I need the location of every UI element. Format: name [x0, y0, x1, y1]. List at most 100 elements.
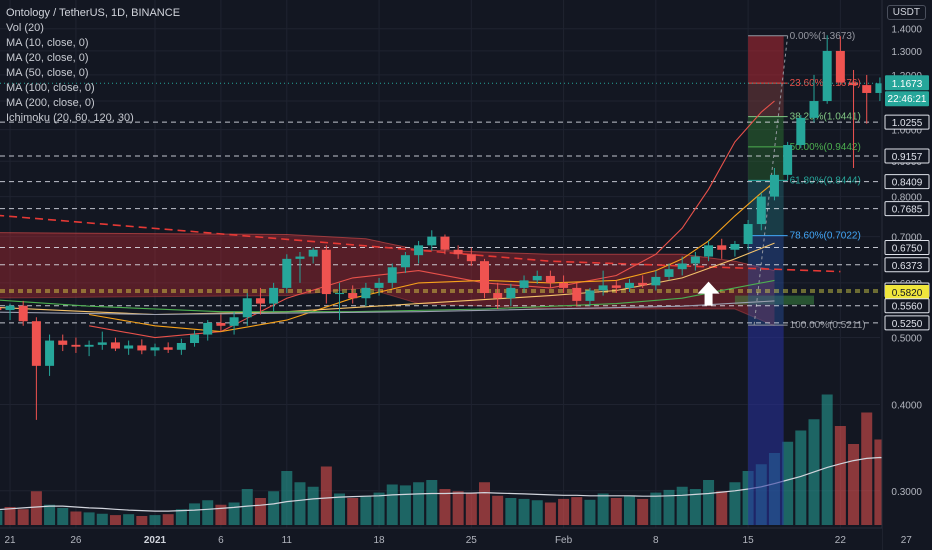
- candle: [229, 311, 239, 335]
- horizontal-levels: [0, 121, 880, 324]
- candle: [559, 275, 569, 294]
- candle-body: [348, 293, 358, 299]
- candle: [163, 342, 173, 353]
- candle: [203, 320, 213, 341]
- candle-body: [677, 263, 687, 270]
- volume-bar: [399, 485, 411, 525]
- candle-body: [137, 345, 147, 351]
- price-tick-label: 1.3000: [891, 47, 922, 58]
- candle: [545, 270, 555, 288]
- candle: [453, 245, 463, 259]
- candle: [822, 35, 832, 104]
- price-tick-label: 0.8000: [891, 193, 922, 204]
- candle: [137, 339, 147, 355]
- candle: [361, 282, 371, 307]
- leading-trend-line: [0, 214, 841, 273]
- candle: [387, 263, 397, 288]
- candle-body: [97, 342, 107, 345]
- volume-bar: [360, 495, 372, 525]
- candle-body: [335, 293, 345, 295]
- legend-indicator[interactable]: Vol (20): [6, 22, 44, 34]
- candle-body: [783, 145, 793, 175]
- candlesticks: [0, 35, 898, 420]
- volume-bar: [848, 444, 860, 525]
- candle: [269, 282, 279, 312]
- legend-indicator[interactable]: MA (10, close, 0): [6, 37, 89, 49]
- legend-indicator[interactable]: MA (200, close, 0): [6, 97, 95, 109]
- candle-body: [361, 287, 371, 299]
- volume-bar: [373, 492, 385, 525]
- legend-indicator[interactable]: MA (20, close, 0): [6, 52, 89, 64]
- candle: [849, 69, 859, 168]
- candle-body: [743, 224, 753, 244]
- time-tick-label: 2021: [144, 535, 167, 546]
- price-tick-label: 0.3000: [891, 487, 922, 498]
- fib-zone: [748, 146, 784, 181]
- candle: [124, 340, 134, 355]
- time-tick-label: 26: [70, 535, 82, 546]
- candle-body: [400, 255, 410, 268]
- candle: [150, 343, 160, 357]
- volume-bar: [123, 514, 135, 525]
- candle-body: [730, 243, 740, 250]
- candle: [809, 74, 819, 123]
- candle: [480, 258, 489, 299]
- candle: [769, 167, 779, 201]
- candle: [335, 282, 345, 321]
- candle-body: [572, 287, 582, 301]
- volume-bar: [465, 493, 477, 525]
- candle: [506, 283, 516, 307]
- price-tick-label: 1.0000: [891, 126, 922, 137]
- time-tick-label: 18: [373, 535, 385, 546]
- candle: [717, 238, 727, 259]
- volume-bar: [492, 495, 504, 525]
- candle-body: [0, 307, 2, 311]
- price-tick-label: 0.7000: [891, 233, 922, 244]
- time-tick-label: Feb: [555, 535, 573, 546]
- candle-body: [387, 267, 397, 283]
- candle: [743, 219, 753, 250]
- volume-bar: [518, 498, 530, 525]
- candle: [638, 275, 648, 288]
- candle-body: [480, 261, 489, 294]
- level-price-label: 0.6373: [892, 261, 923, 272]
- legend-indicator[interactable]: MA (50, close, 0): [6, 67, 89, 79]
- candle: [466, 247, 476, 266]
- candle-body: [717, 245, 727, 250]
- candle-body: [150, 347, 160, 351]
- moving-average-line: [0, 300, 775, 316]
- candle-body: [545, 275, 555, 283]
- candle-body: [18, 305, 28, 322]
- volume-bar: [650, 492, 662, 525]
- candle: [255, 287, 265, 315]
- candle: [71, 337, 81, 353]
- candle-body: [690, 256, 700, 264]
- price-tick-label: 1.4000: [891, 25, 922, 36]
- legend-indicator[interactable]: MA (100, close, 0): [6, 82, 95, 94]
- candle: [308, 247, 318, 264]
- volume-bar: [57, 507, 69, 525]
- volume-bar: [228, 502, 240, 525]
- level-price-label: 0.7685: [892, 205, 923, 216]
- legend-indicator[interactable]: Ichimoku (20, 60, 120, 30): [6, 112, 134, 124]
- candle: [598, 270, 608, 296]
- time-tick-label: 8: [653, 535, 659, 546]
- currency-unit-button[interactable]: USDT: [886, 5, 926, 20]
- candle-body: [453, 249, 463, 255]
- volume-bar: [597, 493, 609, 525]
- candle: [348, 285, 358, 304]
- level-price-label: 0.5820: [892, 288, 923, 299]
- moving-average-line: [0, 242, 775, 316]
- candle-body: [822, 50, 832, 102]
- candle-body: [875, 83, 885, 93]
- ichimoku-cloud: [0, 232, 775, 326]
- volume-bar: [584, 499, 596, 525]
- candle: [875, 77, 885, 102]
- level-price-tag: [884, 174, 930, 190]
- time-tick-label: 21: [4, 535, 16, 546]
- candle: [176, 338, 186, 355]
- volume-bar: [202, 500, 214, 525]
- candle-body: [506, 287, 516, 299]
- candle-body: [216, 322, 226, 326]
